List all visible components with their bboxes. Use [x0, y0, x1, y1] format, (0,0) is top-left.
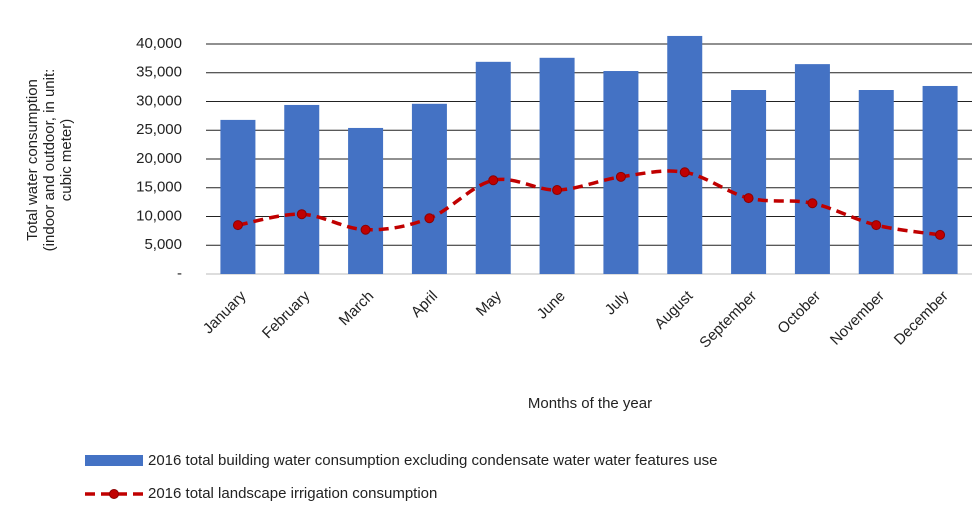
- y-axis-title-line: (indoor and outdoor, in unit:: [41, 69, 58, 252]
- bar: [475, 61, 511, 275]
- x-tick-label: June: [534, 288, 569, 323]
- line-marker: [296, 209, 307, 220]
- x-axis-title: Months of the year: [528, 395, 652, 412]
- line-marker: [807, 198, 818, 209]
- y-tick-label: 15,000: [136, 179, 182, 196]
- x-tick-label: May: [473, 287, 505, 319]
- y-tick-label: 25,000: [136, 121, 182, 138]
- bar: [794, 64, 830, 274]
- line-marker: [552, 185, 563, 196]
- x-tick-label: September: [696, 288, 760, 352]
- legend-label: 2016 total building water consumption ex…: [148, 452, 718, 469]
- bar: [858, 90, 894, 274]
- line-marker: [360, 224, 371, 235]
- bar: [731, 90, 767, 274]
- y-tick-label: 20,000: [136, 150, 182, 167]
- x-tick-label: July: [602, 287, 633, 318]
- bar: [348, 127, 384, 274]
- x-tick-label: December: [891, 288, 952, 349]
- y-tick-label: 40,000: [136, 35, 182, 52]
- line-marker: [679, 167, 690, 178]
- legend-label: 2016 total landscape irrigation consumpt…: [148, 485, 437, 502]
- bar: [922, 85, 958, 274]
- y-axis-title: Total water consumption(indoor and outdo…: [24, 69, 75, 252]
- x-tick-label: April: [408, 288, 441, 321]
- y-tick-label: 5,000: [144, 236, 182, 253]
- x-tick-label: August: [651, 287, 697, 333]
- x-tick-label: November: [827, 288, 888, 349]
- line-marker: [743, 193, 754, 204]
- line-marker: [424, 213, 435, 224]
- line-marker: [935, 229, 946, 240]
- legend-swatch: [85, 455, 143, 466]
- y-tick-label: 30,000: [136, 92, 182, 109]
- y-tick-label: 10,000: [136, 207, 182, 224]
- y-axis-title-line: cubic meter): [58, 119, 75, 202]
- y-axis-title-line: Total water consumption: [24, 79, 41, 241]
- x-tick-label: January: [200, 287, 250, 337]
- line-marker: [871, 220, 882, 231]
- line-marker: [615, 171, 626, 182]
- line: [237, 169, 941, 237]
- line-marker: [488, 175, 499, 186]
- y-tick-label: -: [177, 265, 182, 282]
- x-tick-label: October: [774, 288, 824, 338]
- bar: [411, 103, 447, 274]
- bar: [539, 57, 575, 274]
- x-tick-label: March: [336, 288, 377, 329]
- y-tick-label: 35,000: [136, 64, 182, 81]
- x-tick-label: February: [259, 287, 314, 342]
- line-marker: [232, 220, 243, 231]
- legend-swatch: [109, 489, 119, 499]
- bar: [284, 104, 320, 274]
- bar: [667, 35, 703, 275]
- bar: [220, 119, 256, 275]
